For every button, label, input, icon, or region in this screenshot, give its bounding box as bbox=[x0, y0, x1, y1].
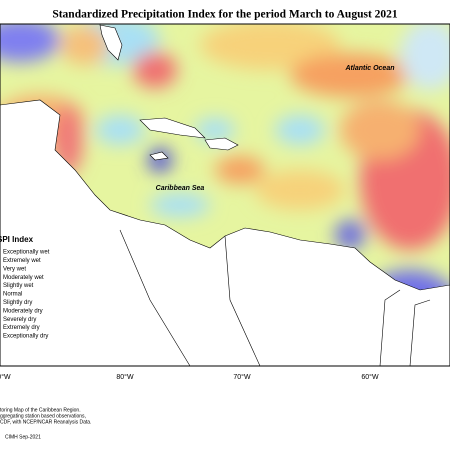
credit: CIMH Sep-2021 bbox=[5, 434, 41, 440]
longitude-label: 70°W bbox=[233, 373, 251, 381]
legend-item: Slightly dry bbox=[3, 300, 32, 306]
legend-item: Exceptionally wet bbox=[3, 250, 50, 256]
legend-title: SPI Index bbox=[0, 235, 34, 244]
map-title: Standardized Precipitation Index for the… bbox=[52, 9, 398, 21]
legend-item: Severely dry bbox=[3, 317, 36, 323]
footer-line: CDF, with NCEP/NCAR Reanalysis Data. bbox=[0, 419, 91, 425]
longitude-label: 60°W bbox=[361, 373, 379, 381]
longitude-labels: 90°W 80°W 70°W 60°W bbox=[0, 373, 379, 381]
sea-label: Caribbean Sea bbox=[156, 185, 205, 192]
legend-item: Moderately wet bbox=[3, 275, 44, 281]
borders bbox=[119, 229, 431, 367]
legend-box bbox=[0, 232, 90, 342]
map-frame bbox=[0, 23, 450, 367]
legend-item: Extremely wet bbox=[3, 258, 41, 264]
longitude-label: 90°W bbox=[0, 373, 11, 381]
longitude-label: 80°W bbox=[116, 373, 134, 381]
footer-line: ggregating station based observations, bbox=[0, 413, 86, 419]
legend-item: Normal bbox=[3, 292, 22, 298]
legend-item: Moderately dry bbox=[3, 308, 43, 314]
legend-item: Very wet bbox=[3, 266, 26, 272]
legend-item: Slightly wet bbox=[3, 283, 34, 289]
land bbox=[0, 24, 450, 366]
legend-item: Exceptionally dry bbox=[3, 334, 48, 340]
legend: Exceptionally wet Extremely wet Very wet Mo… bbox=[3, 250, 50, 340]
footer: toring Map of the Caribbean Region.ggreg… bbox=[0, 407, 91, 425]
ocean-label: Atlantic Ocean bbox=[344, 65, 394, 72]
legend-item: Extremely dry bbox=[3, 325, 40, 331]
footer-line: toring Map of the Caribbean Region. bbox=[0, 407, 81, 413]
spi-field bbox=[0, 24, 450, 366]
